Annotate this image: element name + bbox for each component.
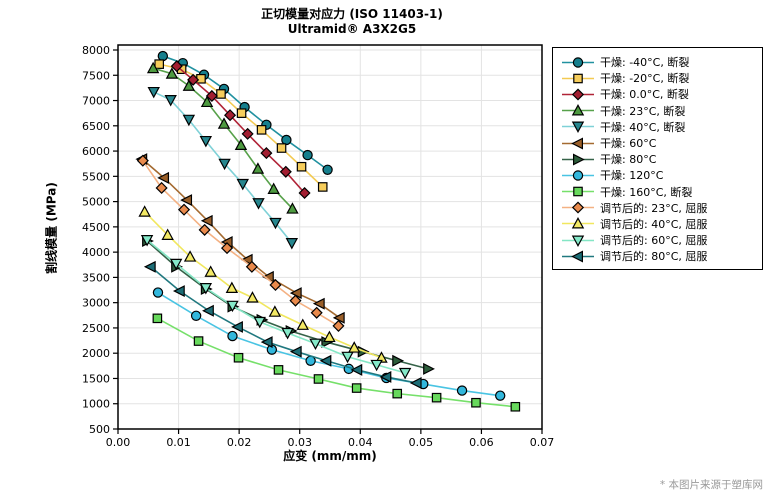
- legend-marker-icon: [562, 235, 594, 247]
- legend-item-label: 干燥: -20°C, 断裂: [600, 72, 690, 86]
- x-tick-label: 0.03: [287, 436, 312, 449]
- legend-item: 干燥: -20°C, 断裂: [561, 70, 756, 86]
- y-tick-label: 6500: [82, 120, 110, 133]
- legend-item: 干燥: -40°C, 断裂: [561, 54, 756, 70]
- legend-marker-icon: [562, 137, 594, 150]
- legend-item-label: 调节后的: 40°C, 屈服: [600, 217, 708, 231]
- x-tick-label: 0.07: [530, 436, 555, 449]
- y-tick-label: 3500: [82, 271, 110, 284]
- x-tick-label: 0.00: [106, 436, 131, 449]
- legend-item: 调节后的: 80°C, 屈服: [561, 248, 756, 264]
- legend-item: 调节后的: 40°C, 屈服: [561, 216, 756, 232]
- y-tick-label: 1000: [82, 398, 110, 411]
- legend-marker-icon: [562, 56, 594, 68]
- y-tick-label: 8000: [82, 44, 110, 57]
- legend-item: 干燥: 60°C: [561, 135, 756, 151]
- series-4: [147, 86, 299, 250]
- legend-marker-icon: [562, 121, 594, 134]
- y-tick-label: 4500: [82, 221, 110, 234]
- series-10: [138, 205, 388, 363]
- legend-marker-icon: [562, 104, 594, 116]
- legend-item-label: 干燥: 40°C, 断裂: [600, 120, 686, 134]
- legend-marker-icon: [562, 73, 594, 84]
- legend-item: 干燥: 80°C: [561, 151, 756, 167]
- legend-item-label: 干燥: 80°C: [600, 153, 657, 167]
- x-tick-label: 0.01: [166, 436, 191, 449]
- series-5: [135, 153, 345, 324]
- legend-item: 干燥: 160°C, 断裂: [561, 184, 756, 200]
- y-tick-label: 5000: [82, 196, 110, 209]
- legend-marker-icon: [562, 201, 594, 214]
- x-tick-label: 0.06: [469, 436, 494, 449]
- y-tick-label: 7000: [82, 95, 110, 108]
- legend-item: 调节后的: 60°C, 屈服: [561, 232, 756, 248]
- legend-item: 干燥: 40°C, 断裂: [561, 119, 756, 135]
- legend-marker-icon: [562, 186, 594, 197]
- series-11: [140, 235, 412, 380]
- y-tick-label: 4000: [82, 246, 110, 259]
- axis-ticks: 0.00 0.01 0.02 0.03 0.04 0.05 0.06 0.07 500 1000 1…: [82, 44, 554, 449]
- legend-item-label: 干燥: 120°C: [600, 169, 664, 183]
- legend-marker-icon: [562, 153, 594, 166]
- legend-item-label: 干燥: 23°C, 断裂: [600, 104, 686, 118]
- footer-note: * 本图片来源于塑库网: [659, 479, 763, 491]
- legend-item-label: 调节后的: 80°C, 屈服: [600, 250, 708, 264]
- legend-item-label: 调节后的: 23°C, 屈服: [600, 201, 708, 215]
- gridlines: [118, 45, 542, 429]
- y-tick-label: 2500: [82, 322, 110, 335]
- x-tick-label: 0.04: [348, 436, 373, 449]
- series-3: [146, 61, 299, 214]
- legend-marker-icon: [562, 88, 594, 101]
- legend-item-label: 干燥: -40°C, 断裂: [600, 56, 690, 70]
- legend-marker-icon: [562, 250, 594, 263]
- legend-item: 调节后的: 23°C, 屈服: [561, 200, 756, 216]
- legend-item: 干燥: 23°C, 断裂: [561, 103, 756, 119]
- series-12: [143, 260, 422, 389]
- series-1: [154, 59, 328, 192]
- legend-item-label: 调节后的: 60°C, 屈服: [600, 234, 708, 248]
- y-tick-label: 7500: [82, 69, 110, 82]
- y-axis-label: 割线模量 (MPa): [44, 182, 59, 274]
- x-tick-label: 0.05: [409, 436, 434, 449]
- legend-item: 干燥: 0.0°C, 断裂: [561, 86, 756, 102]
- legend-item: 干燥: 120°C: [561, 167, 756, 183]
- series-9: [136, 154, 345, 332]
- legend-marker-icon: [562, 170, 594, 181]
- legend: 干燥: -40°C, 断裂 干燥: -20°C, 断裂 干燥: 0.0°C, 断裂干…: [552, 47, 763, 271]
- y-tick-label: 2000: [82, 347, 110, 360]
- y-tick-label: 500: [89, 423, 110, 436]
- y-tick-label: 3000: [82, 297, 110, 310]
- legend-item-label: 干燥: 0.0°C, 断裂: [600, 88, 689, 102]
- legend-item-label: 干燥: 60°C: [600, 137, 657, 151]
- x-axis-label: 应变 (mm/mm): [283, 449, 377, 463]
- series-8: [152, 313, 521, 412]
- legend-marker-icon: [562, 217, 594, 229]
- x-tick-label: 0.02: [227, 436, 252, 449]
- series-2: [170, 60, 311, 200]
- legend-item-label: 干燥: 160°C, 断裂: [600, 185, 693, 199]
- y-tick-label: 5500: [82, 170, 110, 183]
- plot-frame: [117, 44, 543, 430]
- y-tick-label: 6000: [82, 145, 110, 158]
- y-tick-label: 1500: [82, 372, 110, 385]
